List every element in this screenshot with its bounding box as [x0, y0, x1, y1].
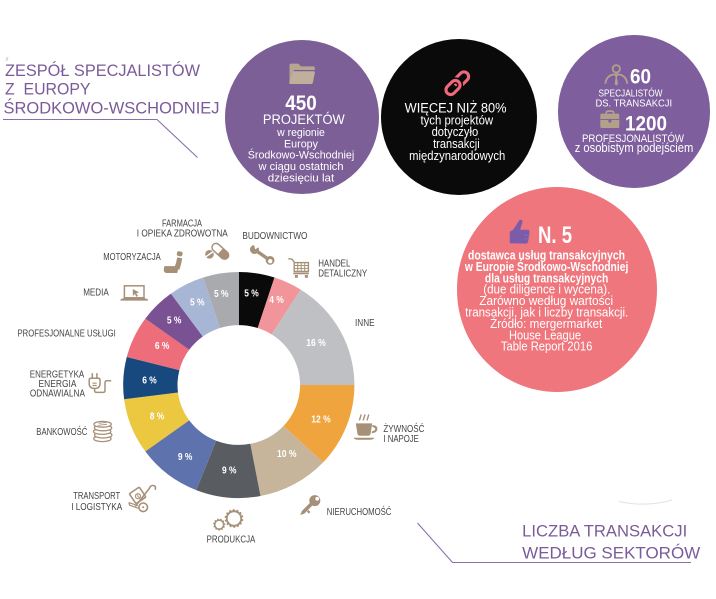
svg-text:Table Report 2016: Table Report 2016: [501, 339, 592, 354]
svg-text:PROFESJONALISTÓW: PROFESJONALISTÓW: [582, 132, 685, 145]
svg-text:NIERUCHOMOŚĆ: NIERUCHOMOŚĆ: [327, 506, 392, 518]
svg-text:tych projektów: tych projektów: [420, 113, 494, 127]
svg-text:PRODUKCJA: PRODUKCJA: [207, 535, 256, 546]
svg-text:10 %: 10 %: [277, 449, 297, 460]
svg-text:dziesięciu lat: dziesięciu lat: [268, 172, 335, 184]
svg-text:w regionie: w regionie: [276, 127, 325, 139]
svg-text:ŚRODKOWO-WSCHODNIEJ: ŚRODKOWO-WSCHODNIEJ: [4, 99, 220, 118]
svg-text:INNE: INNE: [355, 318, 375, 329]
svg-text:1200: 1200: [625, 112, 667, 136]
svg-text:N. 5: N. 5: [538, 222, 572, 249]
svg-text:(due diligence i wycena).: (due diligence i wycena).: [483, 282, 610, 297]
svg-text:PROFESJONALNE USŁUGI: PROFESJONALNE USŁUGI: [18, 329, 116, 340]
svg-text:LICZBA TRANSAKCJI: LICZBA TRANSAKCJI: [522, 522, 687, 540]
svg-text:5 %: 5 %: [244, 289, 259, 300]
svg-text:4 %: 4 %: [269, 295, 284, 306]
svg-text:I LOGISTYKA: I LOGISTYKA: [71, 502, 122, 513]
svg-text:Źródło: mergermarket: Źródło: mergermarket: [490, 316, 603, 331]
svg-text:SPECJALISTÓW: SPECJALISTÓW: [599, 87, 663, 100]
svg-text:I NAPOJE: I NAPOJE: [383, 434, 419, 445]
svg-text:dotyczyło: dotyczyło: [432, 125, 479, 139]
svg-text:w Europie Środkowo-Wschodniej: w Europie Środkowo-Wschodniej: [464, 259, 628, 274]
svg-text:ZESPÓŁ SPECJALISTÓW: ZESPÓŁ SPECJALISTÓW: [5, 61, 201, 80]
svg-text:ENERGETYKA: ENERGETYKA: [30, 369, 85, 380]
svg-text:6 %: 6 %: [155, 341, 170, 352]
svg-text:transakcji, jak i liczby trans: transakcji, jak i liczby transakcji.: [465, 305, 628, 320]
svg-text:ENERGIA: ENERGIA: [39, 379, 77, 390]
svg-text:DS. TRANSAKCJI: DS. TRANSAKCJI: [596, 99, 673, 110]
svg-text:16 %: 16 %: [306, 338, 326, 349]
svg-text:9 %: 9 %: [222, 466, 237, 477]
svg-text:Z EUROPY: Z EUROPY: [5, 80, 91, 98]
svg-text:5 %: 5 %: [190, 298, 205, 309]
svg-text:FARMACJA: FARMACJA: [162, 219, 202, 230]
svg-text:House League: House League: [509, 327, 581, 342]
svg-text:6 %: 6 %: [142, 375, 157, 386]
svg-text:12 %: 12 %: [311, 415, 331, 426]
svg-text:dla usług transakcyjnych: dla usług transakcyjnych: [485, 270, 608, 285]
svg-text:I OPIEKA ZDROWOTNA: I OPIEKA ZDROWOTNA: [137, 229, 228, 240]
svg-text:ŻYWNOŚĆ: ŻYWNOŚĆ: [383, 423, 424, 435]
svg-text:Zarówno według wartości: Zarówno według wartości: [479, 293, 613, 308]
svg-text:MEDIA: MEDIA: [83, 287, 109, 298]
svg-text:w ciągu ostatnich: w ciągu ostatnich: [258, 161, 344, 173]
svg-text:BANKOWOŚĆ: BANKOWOŚĆ: [36, 426, 87, 438]
svg-text:Europy: Europy: [284, 138, 318, 150]
svg-text:PROJEKTÓW: PROJEKTÓW: [263, 111, 345, 127]
svg-text:MOTORYZACJA: MOTORYZACJA: [103, 252, 161, 263]
svg-text:450: 450: [285, 91, 317, 115]
svg-text:60: 60: [630, 65, 651, 89]
svg-text:5 %: 5 %: [214, 289, 229, 300]
svg-text:ODNAWIALNA: ODNAWIALNA: [30, 389, 86, 400]
svg-text:dostawca usług transakcyjnych: dostawca usług transakcyjnych: [468, 248, 625, 263]
svg-text:transakcji: transakcji: [433, 137, 480, 151]
svg-text:HANDEL: HANDEL: [318, 258, 351, 269]
svg-text:Środkowo-Wschodniej: Środkowo-Wschodniej: [248, 149, 355, 162]
svg-text:BUDOWNICTWO: BUDOWNICTWO: [242, 231, 307, 242]
svg-text:z osobistym podejściem: z osobistym podejściem: [575, 141, 694, 155]
svg-text:WIĘCEJ NIŻ 80%: WIĘCEJ NIŻ 80%: [405, 101, 507, 116]
svg-text:DETALICZNY: DETALICZNY: [318, 269, 367, 280]
svg-text:TRANSPORT: TRANSPORT: [73, 491, 120, 502]
svg-text:9 %: 9 %: [178, 452, 193, 463]
svg-text:międzynarodowych: międzynarodowych: [409, 149, 505, 163]
svg-text:8 %: 8 %: [150, 411, 165, 422]
svg-text:WEDŁUG SEKTORÓW: WEDŁUG SEKTORÓW: [522, 544, 701, 563]
svg-text:5 %: 5 %: [167, 315, 182, 326]
